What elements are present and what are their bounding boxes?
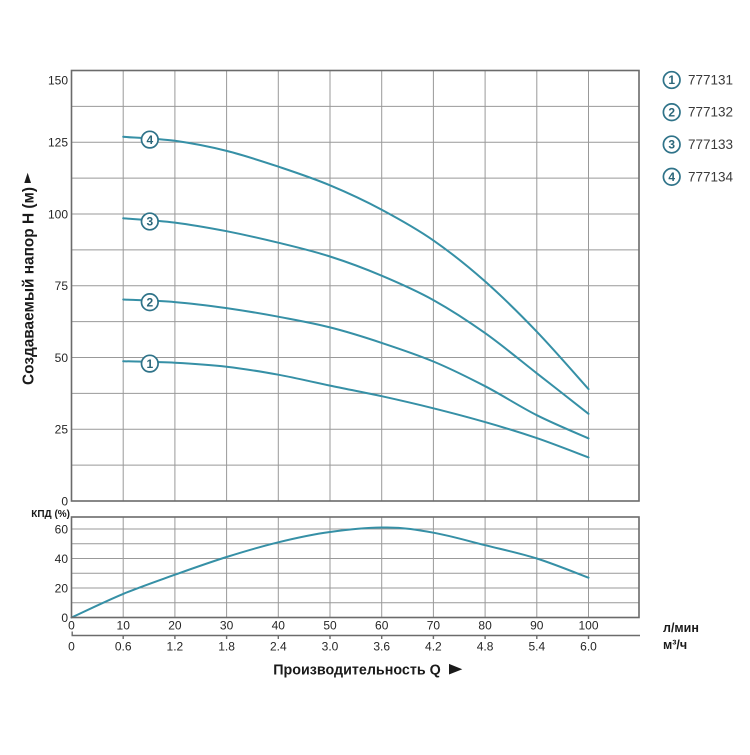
svg-text:20: 20 [168, 619, 182, 633]
svg-text:100: 100 [48, 207, 68, 221]
svg-text:3.0: 3.0 [322, 640, 339, 654]
svg-text:0.6: 0.6 [115, 640, 132, 654]
svg-text:1.2: 1.2 [167, 640, 184, 654]
svg-text:3: 3 [146, 215, 153, 229]
svg-text:4: 4 [146, 133, 153, 147]
svg-text:30: 30 [220, 619, 234, 633]
svg-text:100: 100 [578, 619, 598, 633]
svg-text:КПД (%): КПД (%) [31, 509, 70, 520]
svg-text:777133: 777133 [688, 137, 733, 152]
svg-text:2: 2 [668, 105, 675, 119]
svg-text:80: 80 [478, 619, 492, 633]
svg-text:40: 40 [55, 552, 69, 566]
svg-text:0: 0 [61, 611, 68, 625]
svg-text:2.4: 2.4 [270, 640, 287, 654]
svg-text:777132: 777132 [688, 105, 733, 120]
svg-text:777134: 777134 [688, 169, 734, 184]
svg-text:3.6: 3.6 [373, 640, 390, 654]
svg-text:90: 90 [530, 619, 544, 633]
svg-text:125: 125 [48, 136, 68, 150]
svg-text:75: 75 [55, 279, 69, 293]
svg-text:5.4: 5.4 [528, 640, 545, 654]
svg-text:0: 0 [61, 494, 68, 508]
svg-text:20: 20 [55, 581, 69, 595]
svg-text:50: 50 [323, 619, 337, 633]
svg-text:6.0: 6.0 [580, 640, 597, 654]
svg-text:4.8: 4.8 [477, 640, 494, 654]
svg-text:4: 4 [668, 170, 675, 184]
svg-text:2: 2 [146, 295, 153, 309]
svg-text:л/мин: л/мин [663, 621, 699, 635]
svg-text:150: 150 [48, 73, 68, 87]
svg-text:Создаваемый напор H (м): Создаваемый напор H (м) [21, 187, 38, 385]
svg-text:1: 1 [146, 357, 153, 371]
svg-text:10: 10 [117, 619, 131, 633]
svg-text:777131: 777131 [688, 73, 733, 88]
svg-text:0: 0 [68, 619, 75, 633]
svg-text:3: 3 [668, 138, 675, 152]
svg-text:м³/ч: м³/ч [663, 638, 687, 652]
svg-text:40: 40 [272, 619, 286, 633]
svg-text:1.8: 1.8 [218, 640, 235, 654]
svg-text:60: 60 [375, 619, 389, 633]
svg-text:Производительность Q: Производительность Q [273, 662, 441, 678]
svg-text:25: 25 [55, 423, 69, 437]
svg-text:4.2: 4.2 [425, 640, 442, 654]
svg-text:50: 50 [55, 351, 69, 365]
svg-text:60: 60 [55, 522, 69, 536]
svg-text:70: 70 [427, 619, 441, 633]
svg-text:0: 0 [68, 640, 75, 654]
svg-text:1: 1 [668, 73, 675, 87]
